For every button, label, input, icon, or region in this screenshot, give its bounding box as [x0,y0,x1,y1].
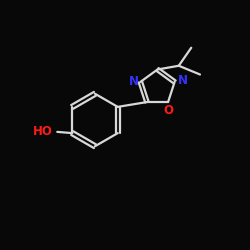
Text: O: O [163,104,173,117]
Text: HO: HO [32,126,52,138]
Text: N: N [178,74,188,87]
Text: N: N [129,76,139,88]
